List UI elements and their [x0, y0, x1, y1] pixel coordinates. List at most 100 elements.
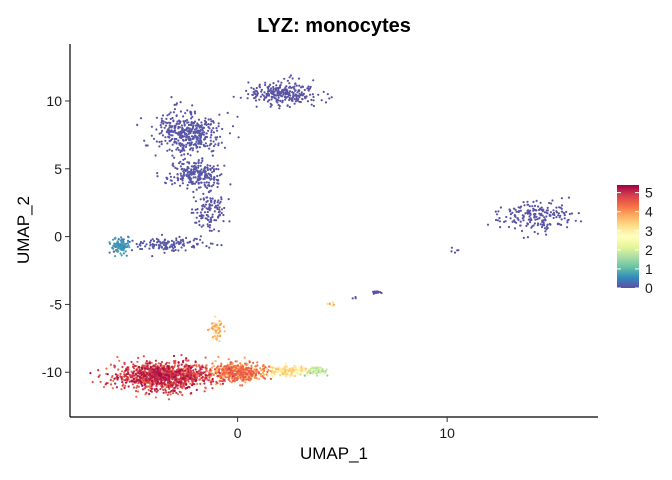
cell-point [312, 79, 315, 82]
cell-point [221, 380, 224, 383]
cell-point [241, 368, 244, 372]
cell-point [211, 242, 214, 245]
cell-point [210, 216, 213, 219]
cell-point [116, 355, 119, 359]
cell-point [187, 132, 190, 136]
cell-point [269, 91, 272, 94]
cell-point [528, 205, 531, 208]
cell-point [203, 176, 207, 179]
cell-point [216, 182, 219, 185]
cell-point [566, 221, 569, 224]
cell-point [310, 103, 313, 106]
cell-point [539, 201, 542, 204]
cell-point [520, 229, 524, 233]
cell-point [180, 246, 183, 249]
cell-point [209, 123, 212, 126]
cell-point [164, 182, 167, 185]
cell-point [154, 373, 157, 376]
cell-point [289, 369, 292, 372]
cell-point [533, 204, 537, 207]
cell-point [112, 247, 115, 250]
cell-point [219, 365, 222, 368]
cell-point [120, 239, 124, 243]
cell-point [159, 382, 163, 385]
cell-point [195, 140, 198, 143]
cell-point [281, 89, 284, 92]
cell-point [112, 379, 115, 382]
cell-point [123, 386, 126, 389]
cell-point [199, 128, 202, 131]
cell-point [211, 154, 214, 157]
cell-point [202, 192, 205, 195]
cell-point [546, 212, 549, 215]
cell-point [273, 372, 276, 376]
cell-point [260, 90, 263, 93]
cell-point [155, 140, 158, 143]
cell-point [498, 217, 501, 220]
cell-point [496, 219, 499, 222]
cell-point [287, 369, 290, 372]
cell-point [134, 373, 138, 376]
cell-point [196, 242, 199, 246]
cell-point [120, 254, 123, 257]
cell-point [179, 239, 183, 242]
cell-point [533, 212, 536, 216]
cell-point [210, 131, 213, 134]
cell-point [218, 319, 221, 322]
cell-point [164, 244, 167, 247]
cell-point [163, 369, 167, 372]
cell-point [138, 369, 141, 372]
cell-point [190, 373, 193, 377]
cell-point [219, 135, 222, 138]
cell-point [293, 85, 296, 88]
cell-point [197, 171, 200, 174]
cell-point [526, 200, 529, 203]
cell-point [188, 139, 191, 142]
cell-point [324, 101, 328, 104]
cell-point [209, 118, 212, 121]
colorbar-tick-label: 0 [645, 280, 653, 296]
cell-point [220, 198, 223, 201]
cell-point [168, 148, 171, 151]
cell-point [105, 382, 108, 385]
cell-point [172, 381, 175, 384]
cell-point [171, 134, 174, 137]
cell-point [299, 373, 302, 376]
cell-point [159, 124, 162, 127]
cell-point [210, 142, 213, 145]
cell-point [227, 378, 230, 381]
cell-point [522, 219, 525, 222]
cell-point [139, 242, 142, 245]
cell-point [543, 216, 546, 219]
cell-point [205, 364, 208, 367]
cell-point [140, 381, 143, 384]
cell-point [290, 372, 293, 375]
cell-point [259, 373, 262, 376]
cell-point [274, 370, 277, 373]
cell-point [252, 361, 255, 364]
cell-point [244, 381, 247, 384]
cell-point [214, 359, 217, 363]
cell-point [295, 98, 298, 101]
cell-point [132, 374, 135, 377]
cell-point [540, 206, 543, 209]
cell-point [148, 377, 151, 381]
cell-point [185, 134, 189, 137]
cell-point [189, 123, 192, 126]
cell-point [543, 227, 547, 230]
cell-point [220, 377, 223, 380]
cell-point [207, 191, 211, 194]
cell-point [211, 322, 214, 325]
cell-point [209, 218, 212, 221]
cell-point [519, 220, 522, 223]
cell-point [140, 247, 144, 251]
cell-point [207, 181, 211, 184]
cell-point [175, 103, 178, 106]
cell-point [199, 382, 202, 385]
cell-point [204, 120, 207, 123]
cell-point [189, 382, 192, 385]
cell-point [120, 370, 124, 373]
cell-point [168, 378, 171, 381]
cell-point [286, 91, 289, 94]
cell-point [256, 361, 259, 364]
